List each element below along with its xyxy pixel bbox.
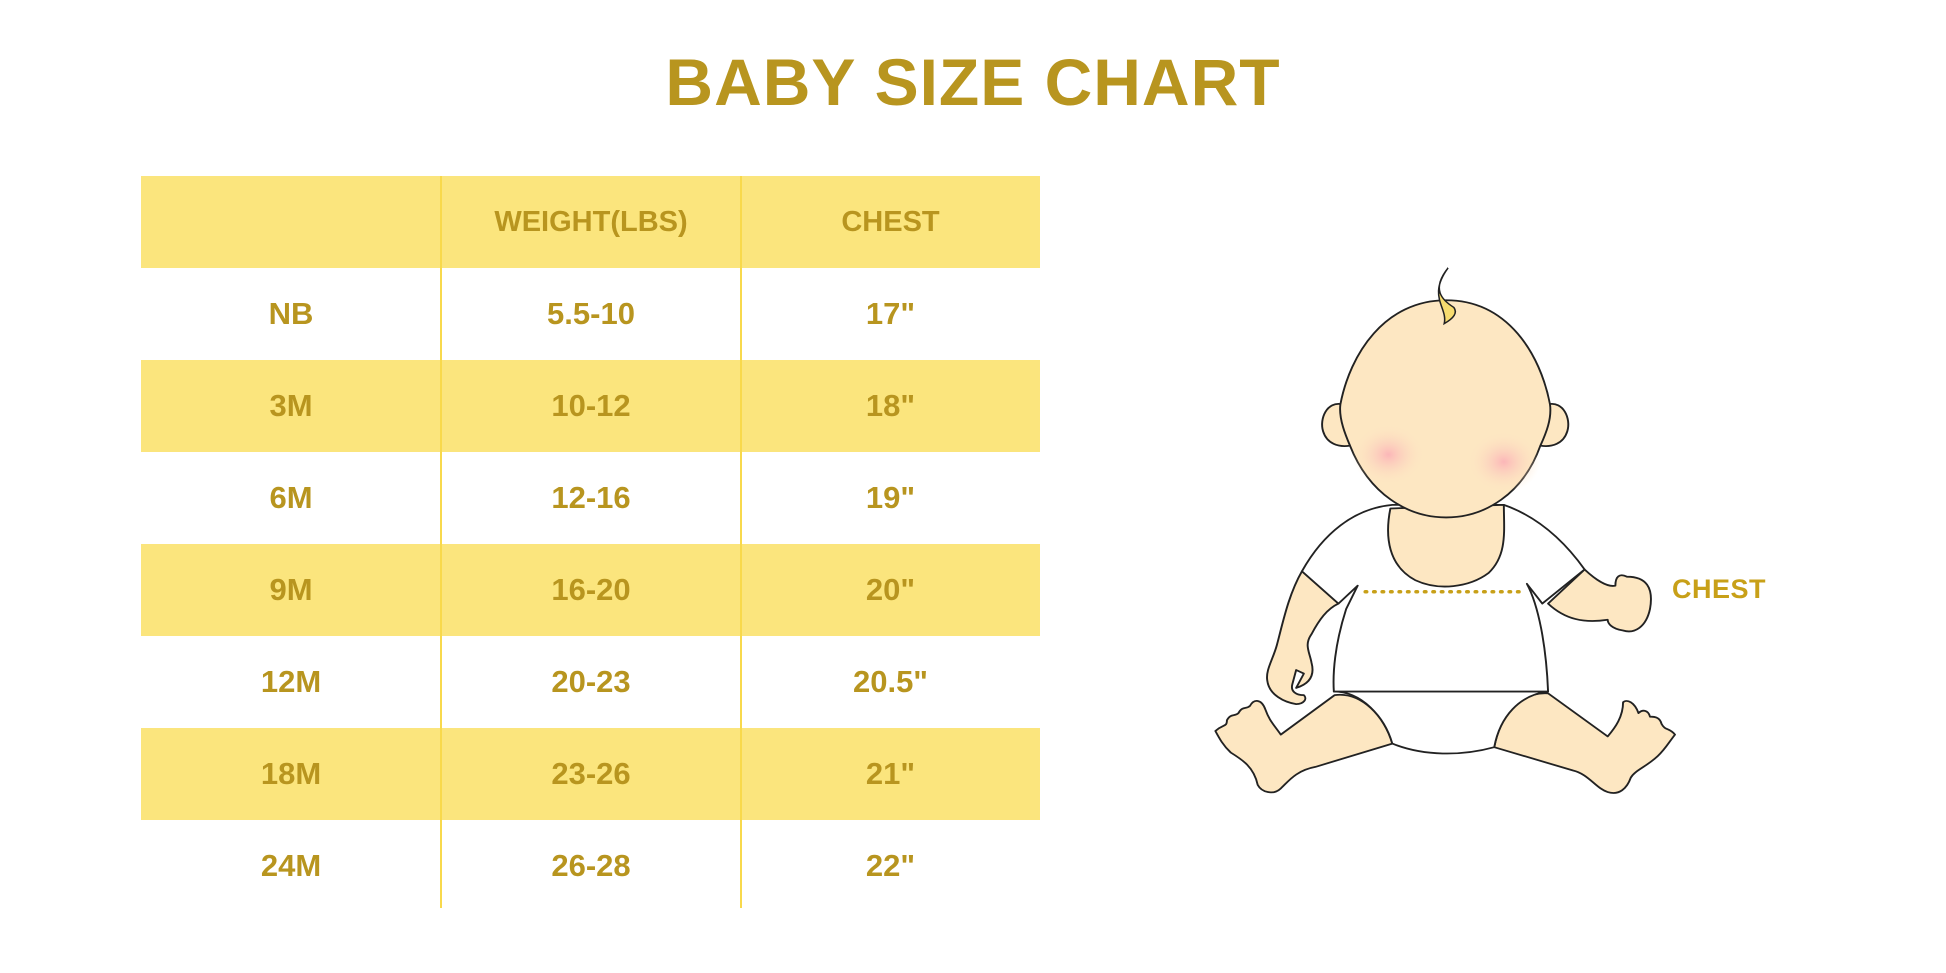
shirt <box>1300 503 1586 693</box>
cell-weight: 20-23 <box>551 664 631 699</box>
diaper <box>1332 690 1550 755</box>
cell-chest: 18" <box>865 388 916 423</box>
table-row: 12M 20-23 20.5" <box>141 636 1040 728</box>
cell-size: 24M <box>260 848 322 883</box>
table-row: 3M 10-12 18" <box>141 360 1040 452</box>
cell-size: 9M <box>269 572 313 607</box>
cell-chest: 20.5" <box>852 664 929 699</box>
column-divider <box>740 176 742 908</box>
left-cheek-blush <box>1351 424 1425 486</box>
column-divider <box>440 176 442 908</box>
table-row: 24M 26-28 22" <box>141 820 1040 912</box>
cell-size: 6M <box>269 480 313 515</box>
right-leg <box>1493 692 1676 794</box>
table-header-row: WEIGHT(LBS) CHEST <box>141 176 1040 268</box>
chest-label: CHEST <box>1672 574 1767 604</box>
cell-weight: 5.5-10 <box>547 296 635 331</box>
table-row: 6M 12-16 19" <box>141 452 1040 544</box>
left-arm <box>1266 570 1340 705</box>
table-row: 9M 16-20 20" <box>141 544 1040 636</box>
table-row: NB 5.5-10 17" <box>141 268 1040 360</box>
cell-size: 12M <box>260 664 322 699</box>
cell-size: NB <box>268 296 314 331</box>
cell-size: 18M <box>260 756 322 791</box>
header-chest: CHEST <box>841 205 940 238</box>
cell-chest: 17" <box>865 296 916 331</box>
table-row: 18M 23-26 21" <box>141 728 1040 820</box>
page-title: BABY SIZE CHART <box>665 45 1281 119</box>
right-arm <box>1547 568 1652 633</box>
cell-weight: 16-20 <box>551 572 631 607</box>
cell-weight: 12-16 <box>551 480 631 515</box>
baby-illustration <box>1214 267 1676 794</box>
header-weight: WEIGHT(LBS) <box>494 205 688 238</box>
neck <box>1387 503 1506 588</box>
cell-weight: 10-12 <box>551 388 631 423</box>
cell-chest: 20" <box>865 572 916 607</box>
size-chart-table: WEIGHT(LBS) CHEST NB 5.5-10 17" 3M 10-12 18" 6… <box>141 176 1040 912</box>
cell-size: 3M <box>269 388 313 423</box>
cell-chest: 19" <box>865 480 916 515</box>
hair-curl-icon <box>1437 267 1457 326</box>
cell-chest: 22" <box>865 848 916 883</box>
header-size <box>141 176 441 268</box>
cell-chest: 21" <box>865 756 916 791</box>
cell-weight: 23-26 <box>551 756 631 791</box>
right-cheek-blush <box>1467 431 1541 493</box>
cell-weight: 26-28 <box>551 848 631 883</box>
left-leg <box>1214 693 1394 794</box>
